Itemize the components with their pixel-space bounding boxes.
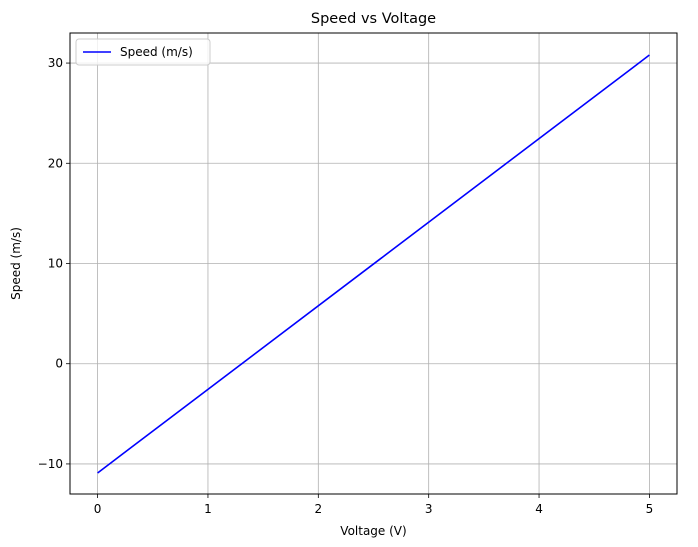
x-axis-label: Voltage (V) bbox=[340, 524, 406, 538]
tick-layer: 0 1 2 3 4 5 −10 0 10 20 30 bbox=[38, 56, 654, 516]
y-tick-label: 30 bbox=[48, 56, 63, 70]
y-tick-label: 0 bbox=[55, 357, 63, 371]
legend: Speed (m/s) bbox=[75, 38, 211, 66]
series-line-speed bbox=[97, 54, 650, 474]
y-axis-label: Speed (m/s) bbox=[9, 227, 23, 300]
x-tick-label: 0 bbox=[94, 502, 102, 516]
y-tick-label: 20 bbox=[48, 156, 63, 170]
legend-box bbox=[75, 38, 211, 66]
x-tick-label: 2 bbox=[314, 502, 322, 516]
series-layer bbox=[97, 54, 650, 474]
y-tick-label: 10 bbox=[48, 257, 63, 271]
x-tick-label: 5 bbox=[646, 502, 654, 516]
x-tick-label: 3 bbox=[425, 502, 433, 516]
legend-label-speed: Speed (m/s) bbox=[120, 45, 193, 59]
y-tick-label: −10 bbox=[38, 457, 63, 471]
x-tick-label: 4 bbox=[535, 502, 543, 516]
x-tick-label: 1 bbox=[204, 502, 212, 516]
chart-title: Speed vs Voltage bbox=[311, 11, 436, 27]
